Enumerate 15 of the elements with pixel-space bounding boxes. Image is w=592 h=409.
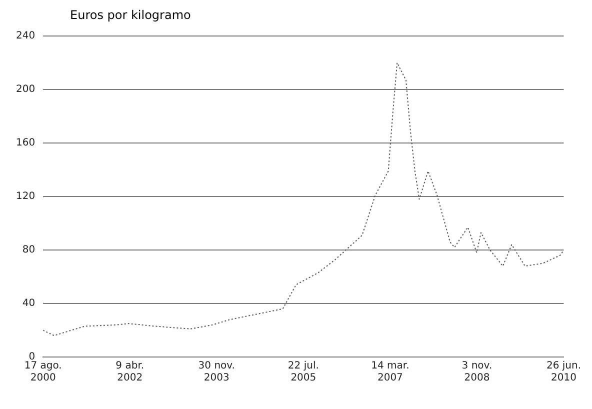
y-tick-label: 80 [22,244,36,256]
y-axis-title: Euros por kilogramo [70,8,192,22]
y-tick-label: 40 [22,298,36,310]
x-tick-label: 22 jul. 2005 [288,360,319,384]
x-tick-label: 9 abr. 2002 [116,360,144,384]
x-tick-label: 17 ago. 2000 [24,360,62,384]
x-tick-label: 26 jun. 2010 [546,360,582,384]
y-tick-label: 240 [16,30,36,42]
y-tick-label: 120 [16,191,36,202]
x-tick-label: 30 nov. 2003 [198,360,235,384]
x-tick-label: 14 mar. 2007 [371,360,410,384]
x-tick-label: 3 nov. 2008 [462,360,492,384]
y-tick-label: 200 [16,84,36,96]
y-tick-label: 160 [16,138,36,149]
line-series [43,62,564,336]
